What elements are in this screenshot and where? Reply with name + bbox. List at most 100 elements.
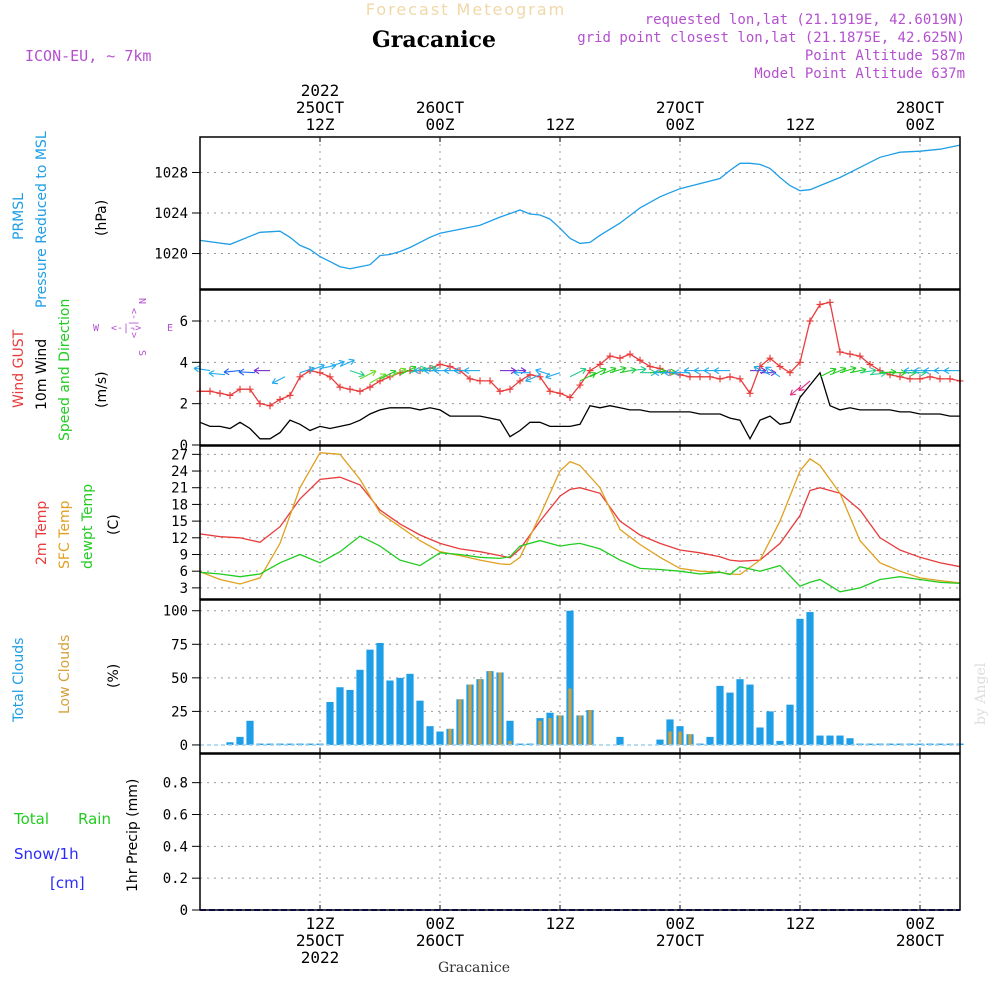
y-tick-label: 25	[171, 704, 188, 720]
cloud-total-bar	[726, 692, 734, 745]
time-label-bottom: 12Z	[546, 914, 575, 933]
y-tick-label: 6	[180, 314, 188, 330]
requested-coords: requested lon,lat (21.1919E, 42.6019N)	[645, 12, 965, 28]
wind-direction-arrow	[223, 370, 241, 373]
wind-direction-arrow	[399, 366, 417, 376]
cloud-total-bar	[346, 689, 354, 745]
cloud-total-bar	[246, 720, 254, 745]
y-tick-label: 100	[163, 604, 188, 620]
gust-marker	[346, 385, 354, 393]
gust-marker	[786, 369, 794, 377]
wind-arrow-head	[903, 367, 910, 375]
gust-marker	[366, 383, 374, 391]
time-label-top: 12Z	[786, 115, 815, 134]
wind-arrow-head	[693, 367, 700, 375]
precip-unit-label: 1hr Precip (mm)	[125, 779, 141, 892]
cloud-total-bar	[846, 738, 854, 745]
wind-arrow-head	[545, 372, 552, 380]
gust-marker	[626, 350, 634, 358]
gust-marker	[746, 389, 754, 397]
wind-arrow-head	[453, 367, 460, 375]
gust-marker	[486, 377, 494, 385]
time-label-bottom: 26OCT	[416, 931, 465, 950]
cloud-total-bar	[756, 727, 764, 745]
wind-arrow-head	[535, 368, 542, 375]
wind-arrow-head	[640, 366, 647, 373]
gust-marker	[606, 352, 614, 360]
y-tick-label: 24	[171, 464, 188, 480]
wind-direction-arrow	[271, 376, 286, 384]
cloud-low-label: Low Clouds	[57, 635, 73, 714]
gust-marker	[566, 393, 574, 401]
footer-location: Gracanice	[438, 960, 510, 976]
compass-e: E	[167, 323, 173, 334]
precip-total-label: Total	[13, 810, 49, 828]
panel-frame	[199, 599, 961, 754]
wind-arrow-head	[798, 384, 805, 392]
gust-marker	[206, 387, 214, 395]
cloud-total-label: Total Clouds	[11, 638, 27, 723]
gust-marker	[646, 362, 654, 370]
wind-arrow-head	[513, 369, 520, 377]
wind-arrow-head	[673, 369, 680, 377]
precip-snow-label: Snow/1h	[14, 845, 79, 863]
time-label-top: 12Z	[306, 115, 335, 134]
time-label-top: 00Z	[906, 115, 935, 134]
cloud-total-bar	[806, 612, 814, 745]
time-label-top: 00Z	[666, 115, 695, 134]
time-label-bottom: 27OCT	[656, 931, 705, 950]
y-tick-label: 0.8	[163, 776, 188, 792]
plot-area: 1020102410280246369121518212427025507510…	[154, 81, 964, 967]
gust-marker	[496, 387, 504, 395]
gust-marker	[506, 385, 514, 393]
y-tick-label: 50	[171, 671, 188, 687]
cloud-total-bar	[706, 736, 714, 745]
cloud-low-bar	[458, 699, 462, 745]
wind-gust-label: Wind GUST	[11, 329, 27, 408]
wind-direction-arrow	[589, 368, 607, 378]
grid-point-coords: grid point closest lon,lat (21.1875E, 42…	[577, 30, 965, 46]
pressure-unit: (hPa)	[94, 200, 110, 236]
temp-unit: (C)	[106, 514, 122, 535]
cloud-total-bar	[566, 610, 574, 745]
wind-direction-arrow	[859, 369, 877, 374]
gust-marker	[266, 402, 274, 410]
wind-direction-arrow	[819, 368, 837, 378]
gust-marker	[436, 360, 444, 368]
wind-arrow-head	[850, 365, 857, 373]
wind-arrow-head	[370, 369, 377, 377]
wind-arrow-head	[620, 365, 627, 373]
wind-arrow-head	[410, 365, 417, 372]
gust-marker	[856, 352, 864, 360]
wind-direction-arrow	[765, 366, 781, 378]
gust-marker	[476, 377, 484, 385]
gust-marker	[576, 381, 584, 389]
gust-marker	[736, 375, 744, 383]
gust-marker	[766, 354, 774, 362]
gust-marker	[726, 373, 734, 381]
cloud-total-bar	[776, 740, 784, 745]
wind-arrow-head	[663, 369, 670, 377]
time-label-bottom: 00Z	[666, 914, 695, 933]
y-tick-label: 9	[180, 547, 188, 563]
wind-direction-arrow	[208, 372, 226, 376]
y-tick-label: 0	[180, 903, 188, 919]
wind-direction-arrow	[369, 373, 387, 384]
series-line-dewpt-temp	[199, 535, 961, 593]
temp-2m-label: 2m Temp	[34, 501, 50, 565]
time-label-bottom: 12Z	[306, 914, 335, 933]
gust-marker	[916, 375, 924, 383]
wind-arrow-head	[193, 365, 200, 373]
gust-marker	[846, 350, 854, 358]
y-tick-label: 0	[180, 438, 188, 454]
cloud-total-bar	[796, 618, 804, 745]
cloud-low-bar	[448, 728, 452, 745]
compass-s: S	[136, 350, 147, 356]
gust-marker	[586, 367, 594, 375]
gust-marker	[216, 389, 224, 397]
wind-arrow-head	[271, 377, 279, 385]
cloud-total-bar	[836, 735, 844, 745]
time-label-top: 28OCT	[896, 98, 945, 117]
